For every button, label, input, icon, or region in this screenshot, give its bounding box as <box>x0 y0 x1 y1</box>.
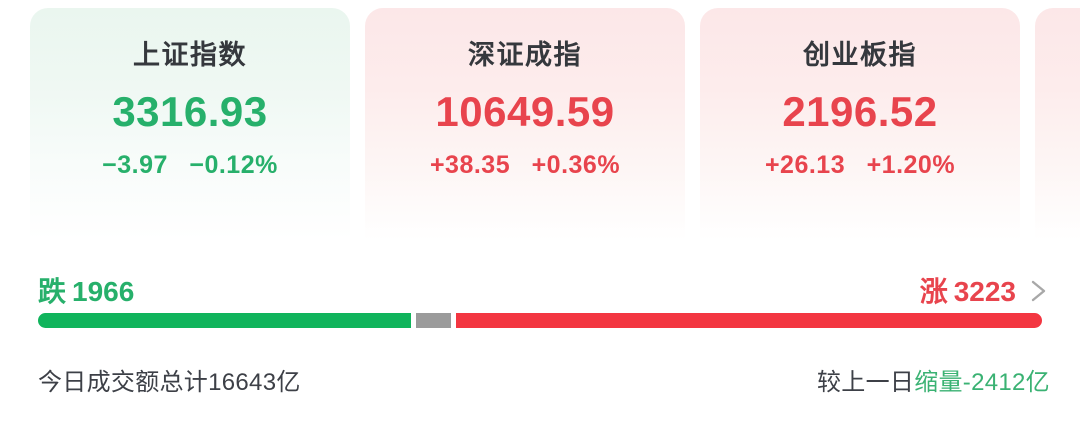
turnover-comparison-prefix: 较上一日 <box>817 369 915 396</box>
turnover-comparison-value: 缩量-2412亿 <box>914 369 1050 396</box>
index-card-chinext[interactable]: 创业板指 2196.52 +26.13 +1.20% <box>700 8 1020 240</box>
declining-count: 1966 <box>72 276 135 307</box>
market-breadth-bar[interactable] <box>38 313 1042 328</box>
breadth-bar-advancing-segment <box>456 313 1042 328</box>
advancing-count: 3223 <box>953 276 1016 307</box>
index-card-change-percent: +0.36% <box>531 151 621 179</box>
index-card-value: 3316.93 <box>112 88 268 135</box>
index-card-value: 2196.52 <box>782 88 938 135</box>
index-card-deltas: −3.97 −0.12% <box>30 153 350 178</box>
index-card-shanghai-composite[interactable]: 上证指数 3316.93 −3.97 −0.12% <box>30 8 350 240</box>
breadth-bar-declining-segment <box>38 313 411 328</box>
chevron-right-icon[interactable] <box>1028 278 1050 304</box>
declining-label: 跌 <box>38 276 68 307</box>
index-card-deltas: +38.35 +0.36% <box>365 153 685 178</box>
total-turnover-text: 今日成交额总计16643亿 <box>38 369 301 396</box>
index-card-change: −3.97 <box>102 151 168 179</box>
breadth-bar-unchanged-segment <box>416 313 451 328</box>
index-card-change: +26.13 <box>764 151 846 179</box>
index-card-title: 创业板指 <box>803 40 917 70</box>
index-card-next-partial[interactable] <box>1035 8 1080 240</box>
turnover-comparison: 较上一日缩量-2412亿 <box>817 368 1050 398</box>
index-card-change-percent: −0.12% <box>189 151 278 179</box>
index-card-deltas <box>1035 64 1080 89</box>
advancing-label: 涨 <box>919 276 949 307</box>
market-breadth-header: 跌 1966 涨 3223 <box>38 262 1050 306</box>
index-card-value: 10649.59 <box>435 88 615 135</box>
index-cards-carousel[interactable]: 上证指数 3316.93 −3.97 −0.12% 深证成指 10649.59 … <box>0 0 1080 248</box>
index-card-deltas: +26.13 +1.20% <box>700 153 1020 178</box>
index-card-change: +38.35 <box>429 151 511 179</box>
declining-stocks-summary: 跌 1966 <box>38 278 134 306</box>
index-card-shenzhen-component[interactable]: 深证成指 10649.59 +38.35 +0.36% <box>365 8 685 240</box>
index-card-title: 深证成指 <box>468 40 582 70</box>
index-card-title: 上证指数 <box>133 40 247 70</box>
turnover-summary-row: 今日成交额总计16643亿 较上一日缩量-2412亿 <box>38 368 1050 398</box>
advancing-stocks-summary: 涨 3223 <box>920 278 1016 306</box>
index-card-change-percent: +1.20% <box>866 151 956 179</box>
